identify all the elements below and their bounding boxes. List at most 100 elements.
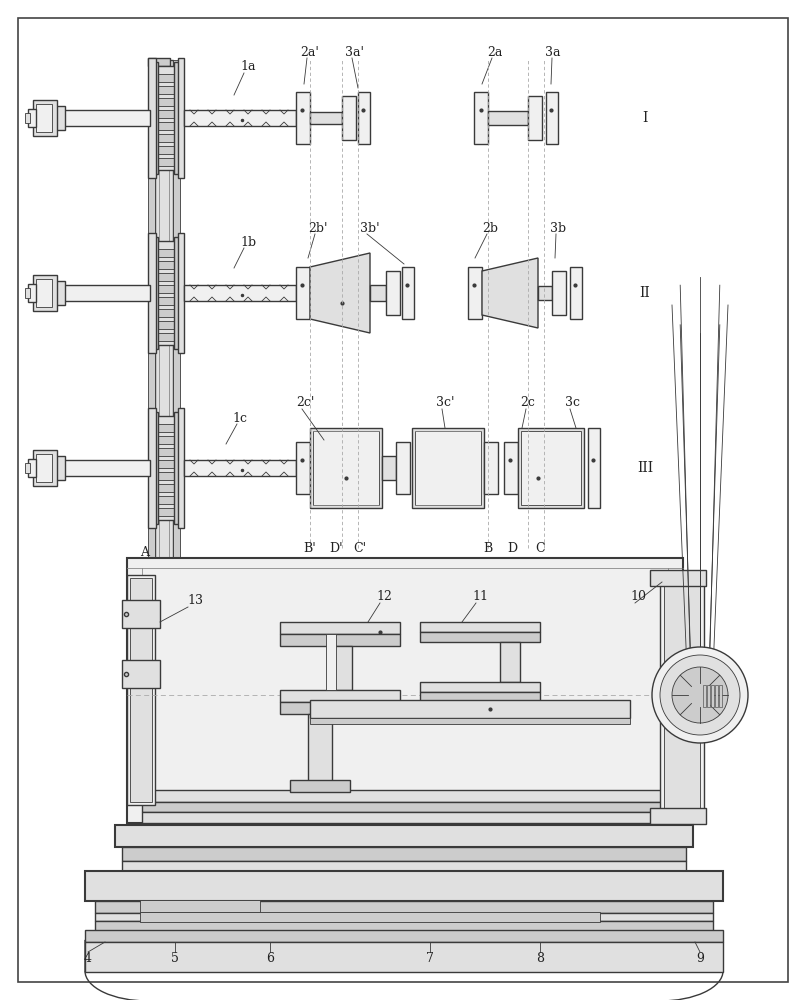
Bar — [153, 309, 177, 317]
Bar — [711, 685, 714, 707]
Bar — [664, 582, 700, 812]
Bar — [280, 702, 400, 714]
Bar — [122, 861, 686, 871]
Polygon shape — [482, 258, 538, 328]
Bar — [153, 158, 177, 166]
Text: 1a: 1a — [240, 60, 256, 74]
Bar — [140, 900, 260, 912]
Text: D: D — [507, 542, 517, 554]
Bar — [155, 60, 173, 820]
Bar — [484, 442, 498, 494]
Bar — [280, 634, 400, 646]
Bar — [28, 284, 36, 302]
Bar — [178, 408, 184, 528]
Bar — [148, 233, 156, 353]
Bar — [296, 267, 310, 319]
Bar — [184, 110, 296, 126]
Bar — [280, 622, 400, 634]
Bar — [153, 297, 177, 305]
Bar — [153, 333, 177, 341]
Bar — [36, 279, 52, 307]
Bar — [178, 233, 184, 353]
Bar — [310, 112, 342, 124]
Bar — [153, 436, 177, 444]
Bar — [122, 847, 686, 861]
Bar — [36, 104, 52, 132]
Bar — [127, 558, 683, 823]
Bar — [153, 508, 177, 516]
Bar — [153, 424, 177, 432]
Bar — [122, 660, 160, 688]
Bar — [153, 241, 177, 345]
Bar — [342, 96, 356, 140]
Bar — [55, 456, 65, 480]
Text: 2b': 2b' — [308, 222, 328, 234]
Text: 4: 4 — [84, 952, 92, 964]
Bar — [148, 58, 156, 178]
Text: D': D' — [329, 542, 343, 554]
Bar — [60, 460, 150, 476]
Bar — [184, 460, 296, 476]
Bar — [95, 921, 713, 931]
Bar — [153, 460, 177, 468]
Bar — [153, 261, 177, 269]
Bar — [85, 942, 723, 972]
Text: A: A — [140, 546, 149, 558]
Bar — [386, 271, 400, 315]
Bar — [660, 578, 704, 816]
Bar — [296, 92, 310, 144]
Bar — [370, 285, 386, 301]
Circle shape — [652, 647, 748, 743]
Text: 8: 8 — [536, 952, 544, 964]
Text: 3b': 3b' — [360, 222, 380, 234]
Text: 11: 11 — [472, 590, 488, 603]
Text: II: II — [640, 286, 650, 300]
Bar — [184, 285, 296, 301]
Bar — [552, 271, 566, 315]
Bar — [153, 484, 177, 492]
Bar — [150, 62, 158, 174]
Bar — [142, 802, 668, 812]
Text: 2a: 2a — [488, 45, 503, 58]
Text: 9: 9 — [696, 952, 704, 964]
Bar — [60, 285, 150, 301]
Bar — [308, 714, 332, 784]
Bar — [174, 62, 182, 174]
Text: 2c: 2c — [521, 396, 535, 410]
Bar — [153, 285, 177, 293]
Bar — [28, 109, 36, 127]
Bar — [521, 431, 581, 505]
Bar — [420, 622, 540, 632]
Bar — [178, 58, 184, 178]
Bar — [153, 472, 177, 480]
Bar — [148, 60, 155, 820]
Bar — [420, 632, 540, 642]
Bar — [703, 685, 706, 707]
Bar — [153, 98, 177, 106]
Bar — [420, 692, 540, 702]
Bar — [153, 66, 177, 170]
Polygon shape — [85, 940, 148, 971]
Bar — [290, 780, 350, 792]
Bar — [85, 871, 723, 901]
Text: 6: 6 — [266, 952, 274, 964]
Bar — [95, 901, 713, 913]
Bar — [150, 412, 158, 524]
Bar — [36, 454, 52, 482]
Text: 2c': 2c' — [296, 396, 314, 410]
Bar — [153, 122, 177, 130]
Text: 1b: 1b — [240, 235, 256, 248]
Bar — [382, 456, 396, 480]
Bar — [25, 288, 30, 298]
Bar — [153, 74, 177, 82]
Bar — [153, 249, 177, 257]
Bar — [127, 575, 155, 805]
Bar — [474, 92, 488, 144]
Bar — [153, 86, 177, 94]
Text: 10: 10 — [630, 590, 646, 603]
Bar — [488, 111, 528, 125]
Bar — [25, 113, 30, 123]
Bar — [420, 682, 540, 692]
Bar — [142, 790, 668, 802]
Text: 2b: 2b — [482, 222, 498, 234]
